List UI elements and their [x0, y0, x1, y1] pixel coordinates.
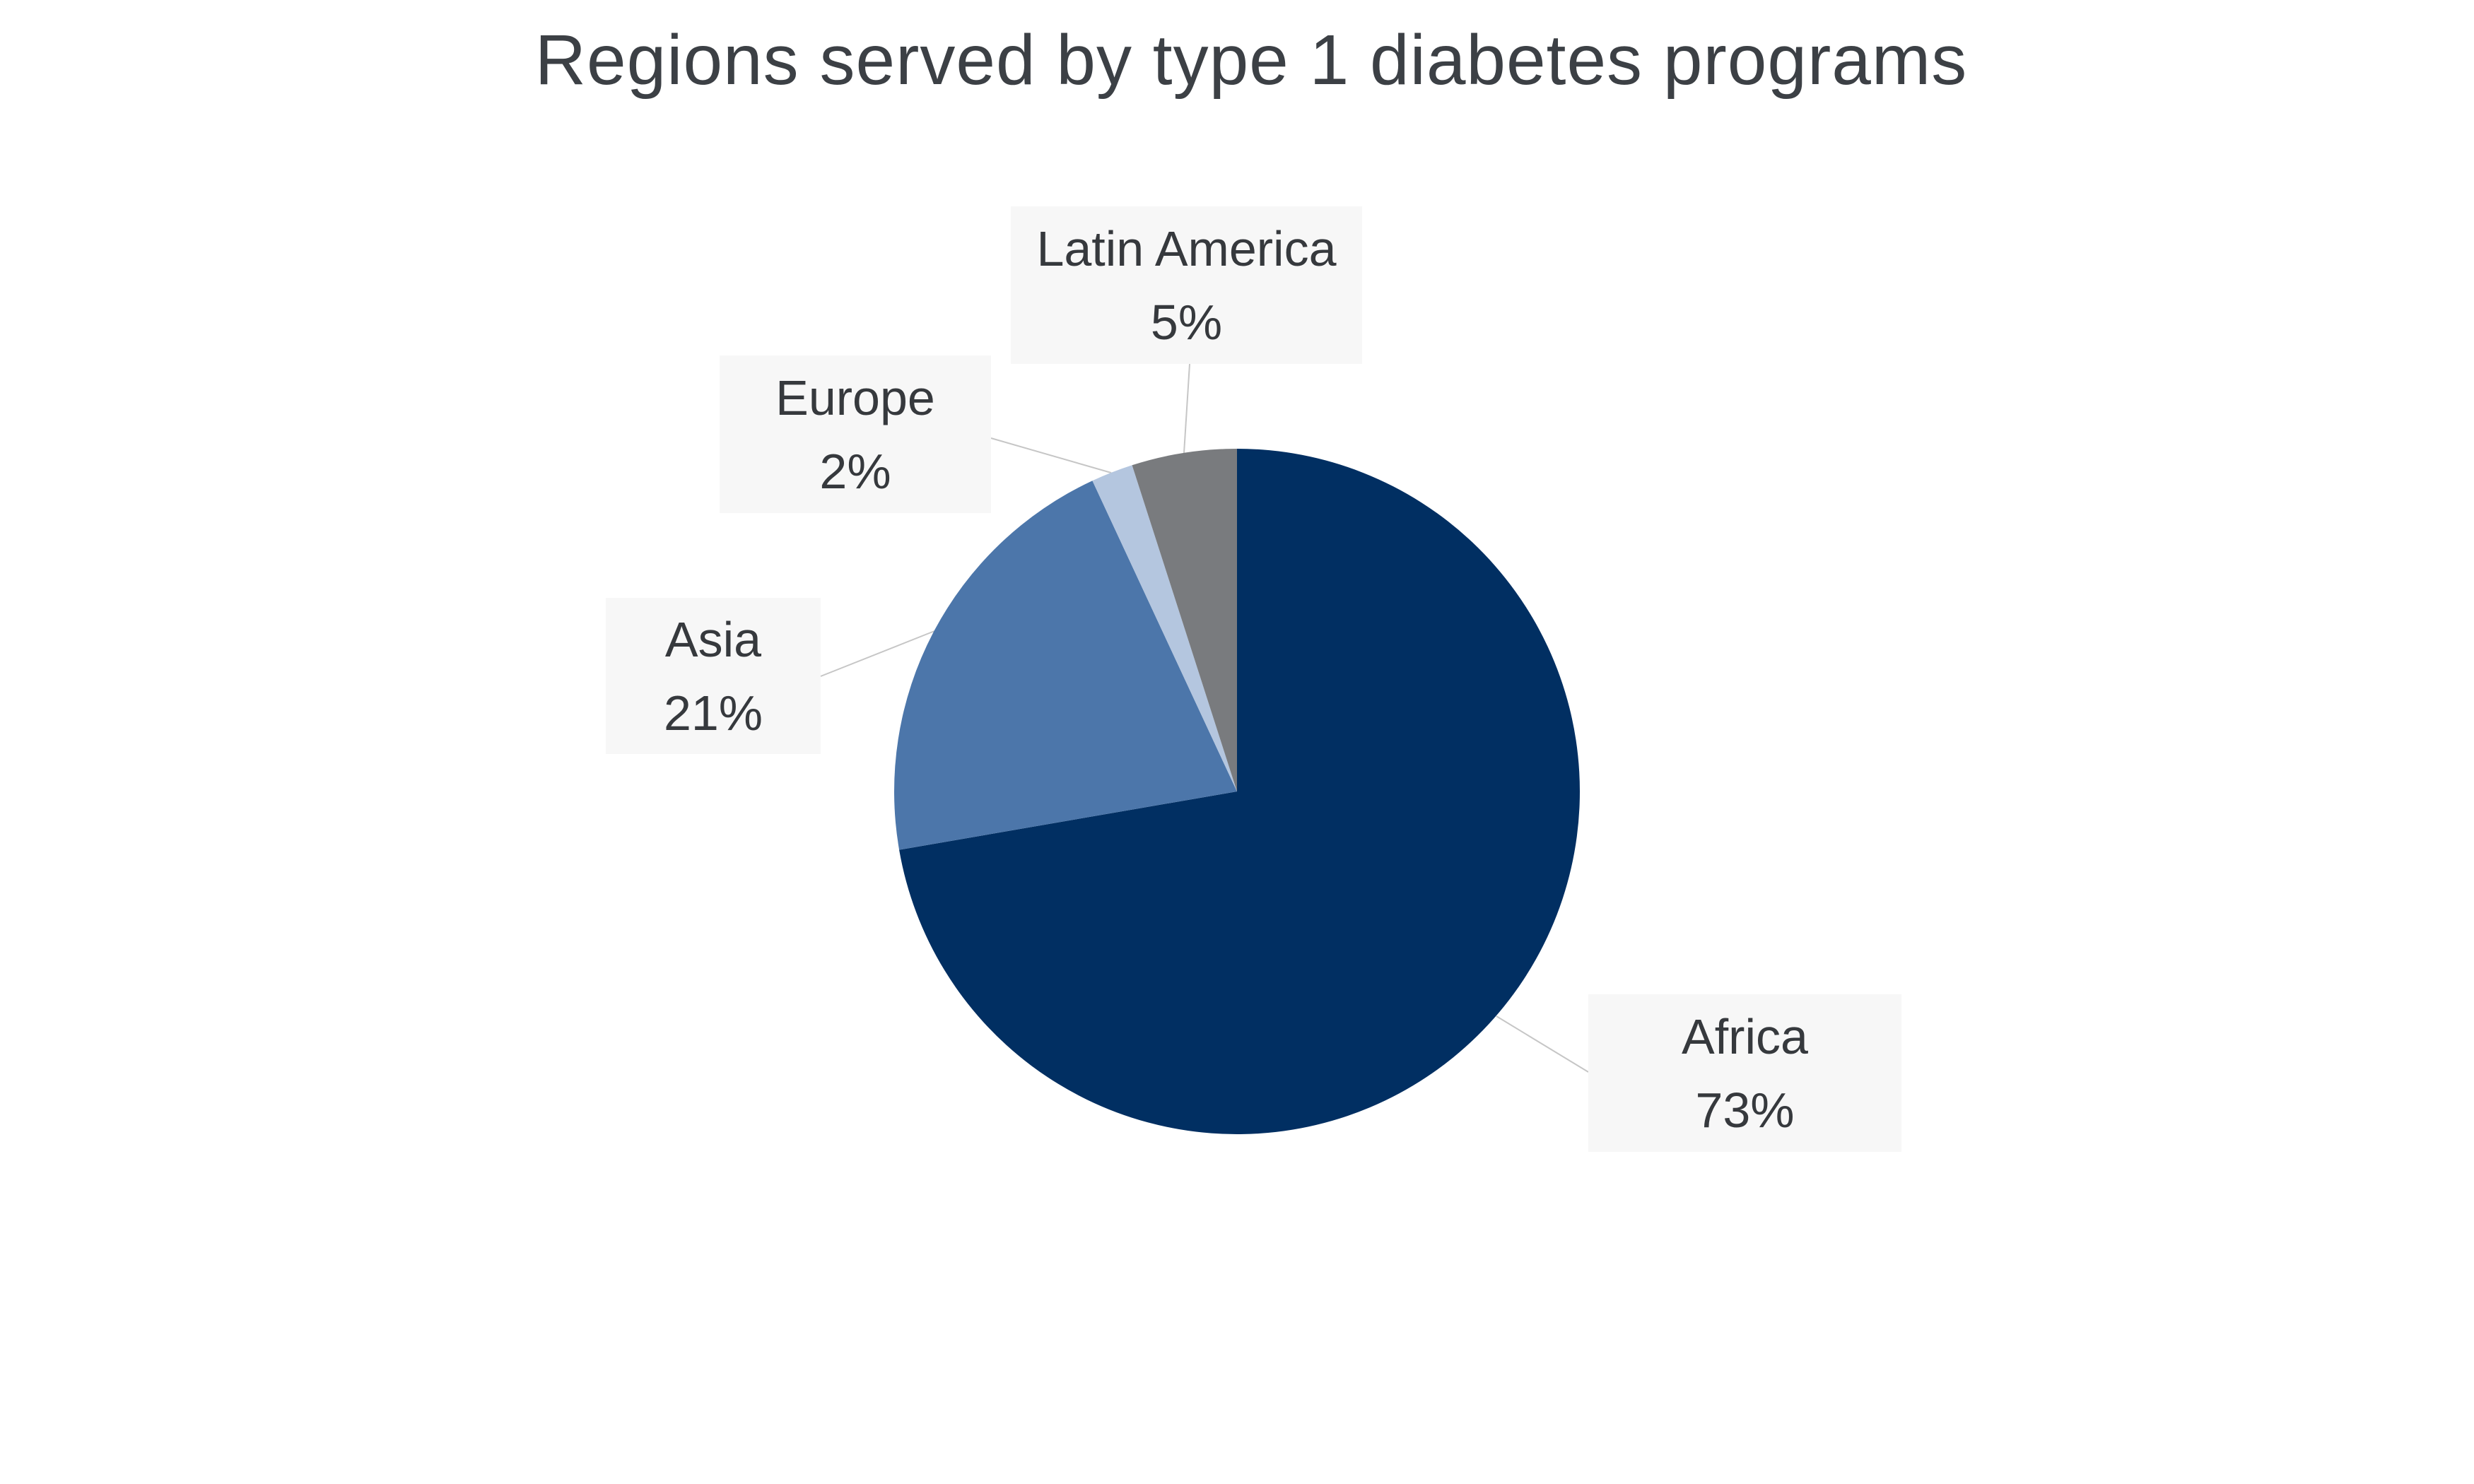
pie-slice-europe[interactable] [1092, 465, 1237, 791]
label-card-latin-america: Latin America 5% [1011, 206, 1362, 364]
slice-name-label: Europe [775, 370, 935, 425]
pie-slice-africa[interactable] [899, 449, 1580, 1134]
chart-title: Regions served by type 1 diabetes progra… [534, 20, 1968, 100]
slice-name-label: Africa [1682, 1008, 1808, 1064]
label-card-africa: Africa 73% [1588, 994, 1901, 1152]
pie-slice-asia[interactable] [893, 481, 1237, 850]
pie-slice-latin-america[interactable] [1132, 449, 1237, 791]
label-card-asia: Asia 21% [606, 598, 821, 754]
slice-percent-label: 2% [819, 443, 891, 499]
slice-name-label: Latin America [1036, 220, 1337, 276]
slice-name-label: Asia [664, 611, 762, 667]
leader-line-asia [820, 630, 935, 677]
slice-percent-label: 5% [1150, 294, 1223, 350]
leader-line-latin-america [1183, 363, 1190, 454]
slice-percent-label: 21% [663, 685, 763, 741]
leader-line-europe [990, 437, 1112, 473]
slice-percent-label: 73% [1695, 1082, 1795, 1138]
leader-line-africa [1496, 1015, 1589, 1073]
label-card-europe: Europe 2% [720, 355, 991, 513]
